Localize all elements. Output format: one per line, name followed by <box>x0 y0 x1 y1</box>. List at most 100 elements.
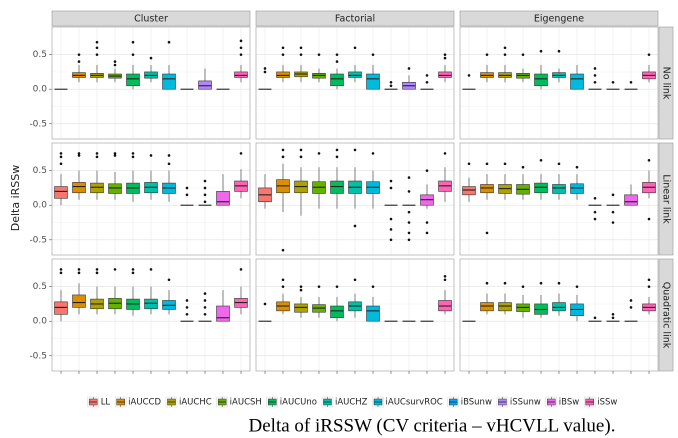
legend-item: iAUCUno <box>266 396 317 408</box>
column-label: Cluster <box>134 14 168 25</box>
box <box>534 182 548 194</box>
legend-item: iSSunw <box>496 396 541 408</box>
outlier <box>593 74 597 77</box>
outlier <box>485 162 489 166</box>
outlier <box>521 53 525 56</box>
panel-border <box>459 26 659 140</box>
outlier <box>443 274 447 278</box>
legend-label: iBSw <box>559 398 579 408</box>
legend-item: iBSw <box>545 396 579 408</box>
outlier <box>629 81 633 84</box>
outlier <box>443 56 447 60</box>
outlier <box>425 231 429 235</box>
box <box>330 180 344 194</box>
y-tick-label: 0.0 <box>33 85 48 95</box>
outlier <box>131 268 135 271</box>
strip <box>658 258 674 372</box>
caption: Delta of iRSSW (CV criteria – vHCVLL val… <box>249 415 616 436</box>
outlier <box>575 165 579 169</box>
outlier <box>539 281 543 285</box>
outlier <box>521 285 525 288</box>
outlier <box>281 155 285 159</box>
outlier <box>299 53 303 56</box>
box <box>72 294 86 308</box>
legend-label: iAUCHC <box>179 398 212 408</box>
outlier <box>149 268 153 271</box>
outlier <box>371 285 375 288</box>
outlier <box>239 46 243 50</box>
box <box>330 305 344 319</box>
strip <box>658 26 674 140</box>
box <box>366 73 380 90</box>
outlier <box>281 53 285 56</box>
outlier <box>353 278 357 282</box>
legend-label: LL <box>101 398 111 408</box>
outlier <box>353 224 357 228</box>
y-tick-label: 0.5 <box>33 50 47 60</box>
outlier <box>167 154 171 157</box>
legend-label: iAUCCD <box>128 398 161 408</box>
box <box>276 71 290 78</box>
outlier <box>203 186 207 190</box>
outlier <box>59 162 63 166</box>
box <box>162 73 176 90</box>
box <box>90 182 104 194</box>
outlier <box>389 186 393 190</box>
outlier <box>485 281 489 285</box>
outlier <box>185 193 189 197</box>
y-tick-label: 0.5 <box>33 166 47 176</box>
legend-item: iAUCHZ <box>321 396 368 408</box>
outlier <box>239 268 243 271</box>
outlier <box>611 316 615 320</box>
outlier <box>281 148 285 152</box>
outlier <box>77 268 81 271</box>
legend-label: iSSunw <box>510 398 541 408</box>
outlier <box>335 285 339 288</box>
panel-border <box>459 142 659 256</box>
outlier <box>239 39 243 43</box>
outlier <box>77 271 81 275</box>
outlier <box>95 268 99 271</box>
box <box>438 71 452 78</box>
outlier <box>281 46 285 50</box>
panel-border <box>255 26 455 140</box>
outlier <box>485 231 489 235</box>
box <box>348 71 362 78</box>
outlier <box>629 299 633 302</box>
strip <box>658 142 674 256</box>
legend: LL iAUCCD iAUCHC iAUCSH iAUCUno iAUCHZ iAUCsur… <box>87 396 617 408</box>
outlier <box>611 221 615 224</box>
row-label: No link <box>661 67 672 100</box>
outlier <box>467 74 471 77</box>
outlier <box>371 152 375 155</box>
outlier <box>77 53 81 56</box>
outlier <box>425 74 429 77</box>
outlier <box>485 53 489 56</box>
outlier <box>647 217 651 221</box>
outlier <box>647 158 651 162</box>
outlier <box>467 162 471 166</box>
strip <box>255 10 455 27</box>
outlier <box>353 148 357 152</box>
outlier <box>647 278 651 282</box>
outlier <box>77 60 81 63</box>
outlier <box>299 148 303 152</box>
outlier <box>335 53 339 56</box>
box <box>552 184 566 194</box>
outlier <box>407 190 411 193</box>
box <box>570 73 584 90</box>
outlier <box>407 221 411 224</box>
outlier <box>149 56 153 60</box>
outlier <box>407 210 411 214</box>
outlier <box>239 53 243 56</box>
legend-label: iAUCHZ <box>335 398 368 408</box>
box <box>108 183 122 194</box>
outlier <box>59 271 63 275</box>
outlier <box>407 176 411 179</box>
outlier <box>611 81 615 84</box>
outlier <box>317 285 321 288</box>
outlier <box>593 316 597 320</box>
box <box>126 73 140 87</box>
box <box>144 298 158 310</box>
outlier <box>443 278 447 282</box>
